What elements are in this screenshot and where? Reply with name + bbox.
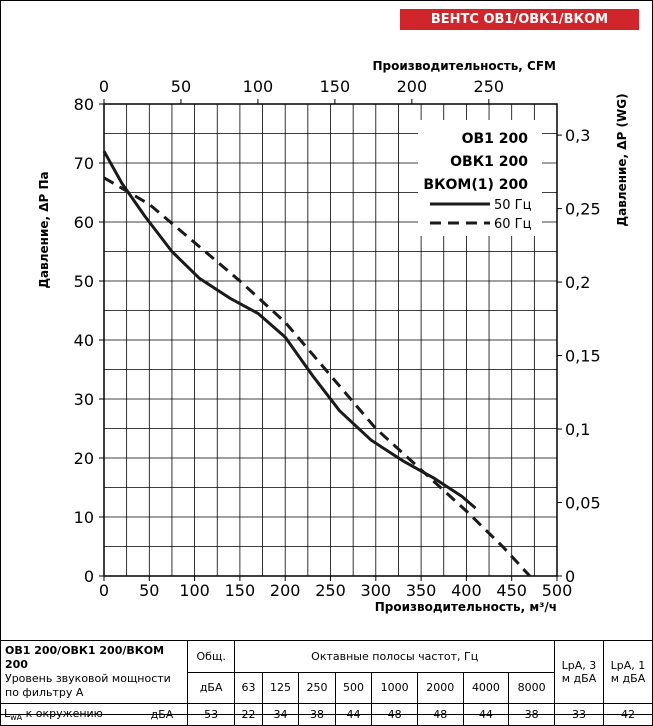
top-axis-label: Производительность, CFM bbox=[372, 59, 556, 73]
lpa3-header: LpA, 3 м дБА bbox=[554, 640, 604, 704]
freq-cell: 125 bbox=[261, 671, 300, 704]
freq-cell: 4000 bbox=[462, 671, 510, 704]
x-tick-label: 0 bbox=[99, 581, 109, 600]
unit-cell: дБА bbox=[186, 671, 236, 704]
right-tick-label: 0,25 bbox=[565, 200, 601, 219]
x-axis-label: Производительность, м³/ч bbox=[375, 600, 557, 614]
freq-cell: 1000 bbox=[371, 671, 418, 704]
chart-series bbox=[102, 150, 531, 578]
x-tick-label: 100 bbox=[179, 581, 210, 600]
table-subtitle-2: по фильтру А bbox=[5, 686, 84, 699]
legend-label-1: 50 Гц bbox=[494, 198, 532, 213]
top-tick-label: 150 bbox=[320, 77, 351, 96]
freq-cell: 8000 bbox=[508, 671, 555, 704]
right-tick-label: 0,1 bbox=[565, 420, 590, 439]
table-title-cell: ОВ1 200/ОВК1 200/ВКОМ 200 Уровень звуков… bbox=[0, 640, 188, 704]
top-tick-label: 200 bbox=[397, 77, 428, 96]
top-tick-label: 250 bbox=[474, 77, 505, 96]
right-tick-label: 0,05 bbox=[565, 494, 601, 513]
x-tick-label: 50 bbox=[139, 581, 159, 600]
right-tick-label: 0,15 bbox=[565, 347, 601, 366]
y-tick-label: 30 bbox=[74, 390, 94, 409]
freq-cell: 500 bbox=[334, 671, 373, 704]
legend-title: ВКОМ(1) 200 bbox=[423, 177, 528, 193]
lpa1-header: LpA, 1 м дБА bbox=[603, 640, 653, 704]
legend-title: ОВ1 200 bbox=[462, 131, 529, 147]
series-line-2 bbox=[103, 176, 531, 578]
y-tick-label: 50 bbox=[74, 272, 94, 291]
y-tick-label: 0 bbox=[84, 567, 94, 586]
legend-title: ОВК1 200 bbox=[450, 154, 528, 170]
legend-box bbox=[418, 120, 542, 236]
y-tick-label: 20 bbox=[74, 449, 94, 468]
right-axis-label: Давление, ΔP (WG) bbox=[615, 93, 629, 226]
freq-cell: 2000 bbox=[416, 671, 464, 704]
table-subtitle-1: Уровень звуковой мощности bbox=[5, 672, 171, 685]
x-tick-label: 350 bbox=[406, 581, 437, 600]
total-header: Общ. bbox=[186, 640, 236, 673]
chart-legend: ОВ1 200 ОВК1 200 ВКОМ(1) 200 50 Гц 60 Гц bbox=[418, 120, 542, 236]
octave-header: Октавные полосы частот, Гц bbox=[234, 640, 555, 673]
y-tick-label: 60 bbox=[74, 213, 94, 232]
top-tick-label: 100 bbox=[243, 77, 274, 96]
right-tick-label: 0 bbox=[565, 567, 575, 586]
table-header-row: ОВ1 200/ОВК1 200/ВКОМ 200 Уровень звуков… bbox=[0, 640, 653, 704]
y-tick-label: 80 bbox=[74, 95, 94, 114]
right-tick-label: 0,2 bbox=[565, 273, 590, 292]
x-tick-label: 200 bbox=[270, 581, 301, 600]
brand-badge: ВЕНТС ОВ1/ОВК1/ВКОМ bbox=[400, 9, 639, 30]
y-tick-label: 10 bbox=[74, 508, 94, 527]
top-tick-label: 0 bbox=[99, 77, 109, 96]
x-tick-label: 500 bbox=[542, 581, 573, 600]
sound-table: ОВ1 200/ОВК1 200/ВКОМ 200 Уровень звуков… bbox=[0, 640, 653, 726]
x-tick-label: 300 bbox=[361, 581, 392, 600]
y-tick-label: 70 bbox=[74, 154, 94, 173]
y-tick-label: 40 bbox=[74, 331, 94, 350]
x-tick-label: 250 bbox=[315, 581, 346, 600]
table-freq-row: дБА 63 125 250 500 1000 2000 4000 8000 bbox=[1, 671, 653, 704]
x-tick-label: 400 bbox=[451, 581, 482, 600]
chart-ticks: 0 50 100 150 200 250 300 350 400 450 5000102030405… bbox=[74, 77, 601, 600]
freq-cell: 250 bbox=[298, 671, 336, 704]
freq-cell: 63 bbox=[234, 671, 263, 704]
x-tick-label: 450 bbox=[496, 581, 527, 600]
legend-label-2: 60 Гц bbox=[494, 217, 532, 232]
table-title: ОВ1 200/ОВК1 200/ВКОМ 200 bbox=[5, 644, 165, 671]
x-tick-label: 150 bbox=[225, 581, 256, 600]
performance-chart: 0 50 100 150 200 250 300 350 400 450 5000102030405… bbox=[37, 59, 629, 614]
top-tick-label: 50 bbox=[171, 77, 191, 96]
y-axis-label: Давление, ΔP Па bbox=[37, 171, 51, 288]
right-tick-label: 0,3 bbox=[565, 126, 590, 145]
